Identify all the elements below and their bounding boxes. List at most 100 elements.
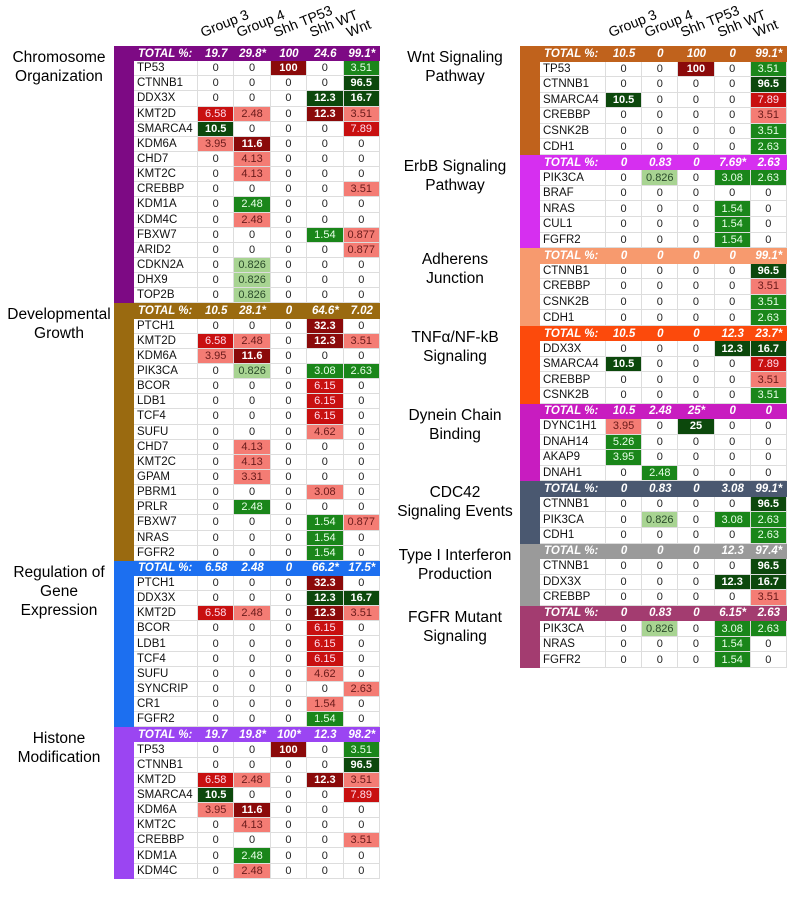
- gene-row: CREBBP 0 0 0 0 3.51: [540, 279, 787, 295]
- gene-name: FBXW7: [134, 227, 198, 243]
- heat-cell: 0: [270, 651, 308, 667]
- gene-name: KDM4C: [134, 863, 198, 879]
- heat-cell: 0: [343, 288, 380, 304]
- gene-row: CUL1 0 0 0 1.54 0: [540, 217, 787, 233]
- heat-cell: 12.3: [307, 106, 344, 122]
- heat-cell: 0: [642, 139, 679, 155]
- gene-row: PIK3CA 0 0.826 0 3.08 2.63: [540, 621, 787, 637]
- total-label: TOTAL %:: [544, 607, 599, 620]
- heat-cell: 0: [606, 372, 643, 389]
- heat-cell: 0: [307, 469, 344, 486]
- gene-row: CHD7 0 4.13 0 0 0: [134, 151, 380, 168]
- gene-name: CSNK2B: [540, 123, 606, 140]
- heat-cell: 10.5: [198, 121, 235, 137]
- heat-cell: 0: [198, 454, 235, 470]
- heat-cell: 0: [343, 273, 380, 289]
- heat-cell: 0: [678, 108, 715, 124]
- heat-cell: 0: [234, 242, 271, 258]
- heat-cell: 0.877: [343, 242, 380, 258]
- heat-cell: 0: [270, 151, 308, 168]
- heat-cell: 3.95: [198, 803, 235, 819]
- heat-cell: 0: [606, 108, 643, 124]
- heat-cell: 0: [750, 636, 787, 653]
- heat-cell: 0: [307, 439, 344, 455]
- heat-cell: 96.5: [750, 559, 787, 575]
- gene-row: KDM4C 0 2.48 0 0 0: [134, 863, 380, 879]
- heat-cell: 0: [270, 288, 308, 304]
- heat-cell: 7.89: [343, 787, 380, 804]
- heat-cell: 6.58: [198, 106, 235, 122]
- heat-cell: 0: [678, 450, 715, 466]
- gene-row: DDX3X 0 0 0 12.3 16.7: [134, 91, 380, 107]
- heat-cell: 0: [343, 348, 380, 364]
- gene-name: CDKN2A: [134, 257, 198, 274]
- pathway-color-bar: [114, 727, 134, 879]
- gene-name: CTNNB1: [540, 77, 606, 93]
- pathway-label: Developmental Growth: [7, 306, 111, 343]
- heat-cell: 0: [343, 697, 380, 713]
- gene-row: BCOR 0 0 0 6.15 0: [134, 379, 380, 395]
- gene-name: TCF4: [134, 409, 198, 425]
- heat-cell: 0: [198, 257, 235, 274]
- pathway-color-bar: [520, 605, 540, 668]
- pathway-section: Regulation of Gene Expression TOTAL %: 6.5…: [13, 560, 380, 728]
- total-value: 97.4*: [755, 545, 783, 558]
- total-value: 0: [693, 483, 700, 496]
- heat-cell: 0: [714, 559, 751, 575]
- heat-cell: 3.51: [343, 333, 380, 349]
- total-value: 0: [765, 405, 773, 418]
- gene-name: KMT2D: [134, 606, 198, 622]
- pathway-color-bar: [520, 46, 540, 155]
- gene-name: TP53: [134, 742, 198, 758]
- gene-name: NRAS: [134, 530, 198, 546]
- heat-cell: 0: [606, 512, 643, 528]
- heat-cell: 0: [234, 61, 271, 77]
- gene-row: CDH1 0 0 0 0 2.63: [540, 527, 787, 544]
- total-row: TOTAL %: 0 0 0 0 99.1*: [520, 248, 787, 264]
- heat-cell: 32.3: [307, 575, 344, 592]
- heat-cell: 2.63: [750, 139, 787, 155]
- gene-row: KMT2C 0 4.13 0 0 0: [134, 818, 380, 834]
- heat-cell: 0.826: [642, 621, 679, 637]
- heat-cell: 0: [750, 652, 787, 668]
- total-value: 2.63: [757, 607, 781, 620]
- heat-cell: 0: [270, 227, 308, 243]
- heat-cell: 0: [198, 273, 235, 289]
- heat-cell: 100: [270, 742, 308, 758]
- gene-name: KMT2C: [134, 454, 198, 470]
- gene-name: FGFR2: [134, 712, 198, 728]
- gene-row: DHX9 0 0.826 0 0 0: [134, 273, 380, 289]
- gene-row: CSNK2B 0 0 0 0 3.51: [540, 294, 787, 311]
- gene-name: CHD7: [134, 439, 198, 455]
- heat-cell: 2.48: [234, 863, 271, 879]
- total-value: 0: [693, 607, 700, 620]
- heat-cell: 0: [270, 379, 308, 395]
- gene-name: PIK3CA: [540, 170, 606, 186]
- heat-cell: 0: [678, 574, 715, 591]
- heat-cell: 12.3: [307, 606, 344, 622]
- heat-cell: 4.13: [234, 151, 271, 168]
- heat-cell: 0: [234, 424, 271, 440]
- pathway-color-bar: [520, 543, 540, 606]
- heat-cell: 0: [270, 454, 308, 470]
- heat-cell: 0: [270, 318, 308, 334]
- total-row: TOTAL %: 10.5 0 0 12.3 23.7*: [520, 325, 787, 342]
- total-row: TOTAL %: 0 0 0 12.3 97.4*: [520, 543, 787, 560]
- heat-cell: 0: [714, 263, 751, 280]
- pathway-color-bar: [114, 303, 134, 561]
- heat-cell: 0: [270, 121, 308, 137]
- heat-cell: 0: [198, 469, 235, 486]
- heat-cell: 0: [234, 651, 271, 667]
- heat-cell: 4.13: [234, 439, 271, 455]
- heat-cell: 0: [270, 591, 308, 607]
- heat-cell: 0: [234, 409, 271, 425]
- total-label: TOTAL %:: [544, 249, 599, 262]
- heat-cell: 3.95: [606, 419, 643, 435]
- heat-cell: 12.3: [307, 91, 344, 107]
- total-value: 23.7*: [755, 327, 783, 340]
- heat-cell: 1.54: [307, 515, 344, 531]
- heat-cell: 0: [198, 379, 235, 395]
- heat-cell: 2.63: [750, 621, 787, 637]
- gene-name: SUFU: [134, 666, 198, 682]
- total-value: 3.08: [721, 483, 744, 496]
